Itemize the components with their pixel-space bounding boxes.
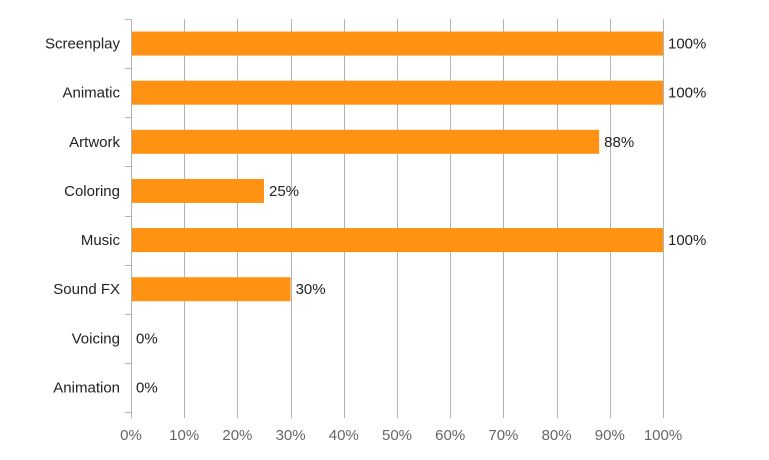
x-tick-label: 90% bbox=[595, 427, 625, 444]
gridlines bbox=[131, 19, 664, 418]
data-label: 88% bbox=[604, 134, 634, 151]
data-label: 0% bbox=[136, 330, 158, 347]
bar bbox=[131, 80, 663, 105]
data-label: 100% bbox=[668, 85, 706, 102]
category-label: Artwork bbox=[69, 134, 120, 151]
category-label: Sound FX bbox=[53, 281, 120, 298]
category-label: Animation bbox=[53, 379, 120, 396]
x-tick-label: 30% bbox=[276, 427, 306, 444]
category-label: Animatic bbox=[62, 85, 120, 102]
data-label: 100% bbox=[668, 232, 706, 249]
axes bbox=[125, 19, 132, 413]
x-tick-label: 80% bbox=[542, 427, 572, 444]
category-label: Coloring bbox=[64, 183, 120, 200]
x-tick-label: 0% bbox=[120, 427, 142, 444]
data-label: 100% bbox=[668, 36, 706, 53]
bar bbox=[131, 277, 291, 302]
labels: 0% 10% 20% 30% 40% 50% 60% 70% 80% 90% 100% Screenp… bbox=[45, 36, 706, 444]
category-label: Voicing bbox=[72, 330, 120, 347]
x-tick-label: 60% bbox=[435, 427, 465, 444]
data-label: 0% bbox=[136, 379, 158, 396]
category-label: Music bbox=[81, 232, 121, 249]
bar bbox=[131, 31, 663, 56]
x-tick-label: 20% bbox=[222, 427, 252, 444]
x-tick-label: 40% bbox=[329, 427, 359, 444]
x-tick-label: 50% bbox=[382, 427, 412, 444]
bar bbox=[131, 129, 600, 154]
x-tick-label: 10% bbox=[169, 427, 199, 444]
data-label: 30% bbox=[296, 281, 326, 298]
category-label: Screenplay bbox=[45, 36, 121, 53]
bar bbox=[131, 228, 663, 253]
bars bbox=[131, 31, 663, 302]
x-tick-label: 100% bbox=[644, 427, 682, 444]
data-label: 25% bbox=[269, 183, 299, 200]
x-tick-label: 70% bbox=[488, 427, 518, 444]
bar bbox=[131, 178, 264, 203]
